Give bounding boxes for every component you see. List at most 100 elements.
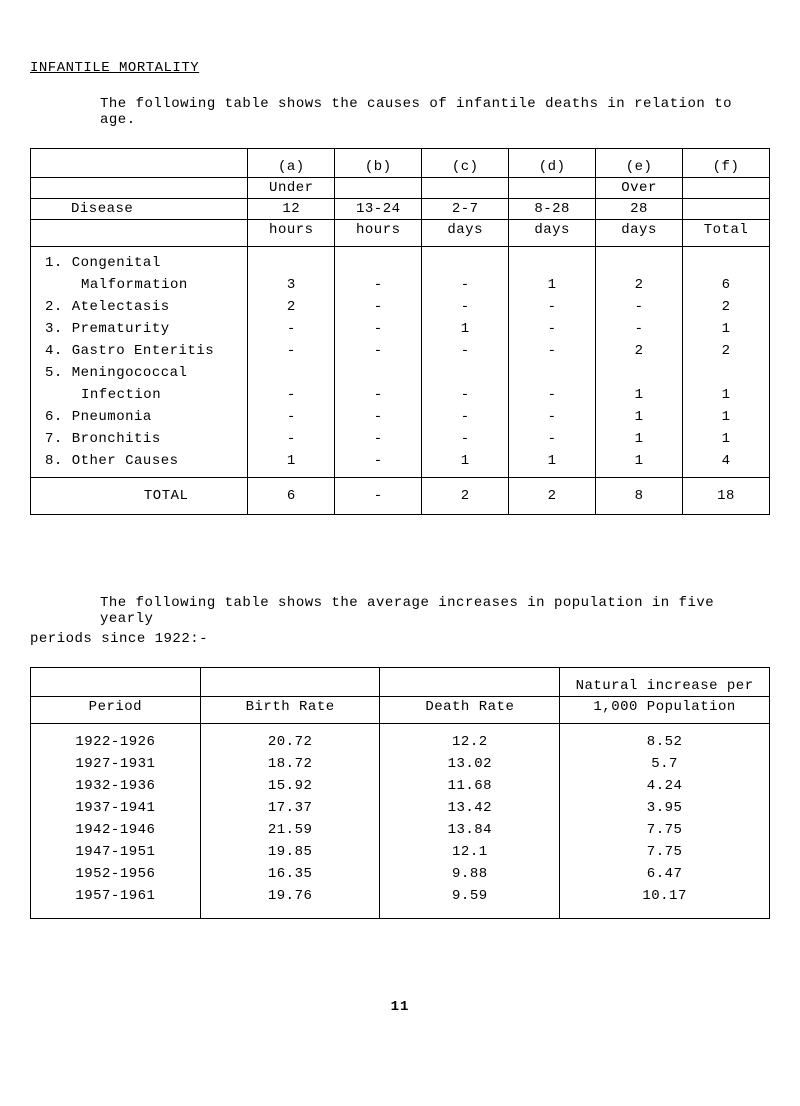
col-d-header-1: (d) (509, 149, 596, 178)
cell-value: 21.59 (200, 819, 380, 841)
intro-paragraph-2-line2: periods since 1922:- (30, 631, 770, 647)
cell-value (248, 362, 335, 384)
cell-value: 4 (683, 450, 770, 478)
cell-value: 1952-1956 (31, 863, 201, 885)
col-d-header-2 (509, 178, 596, 199)
total-b: - (335, 478, 422, 515)
cell-value: - (335, 406, 422, 428)
cell-value: 1927-1931 (31, 753, 201, 775)
disease-label: 4. Gastro Enteritis (31, 340, 248, 362)
cell-value (683, 362, 770, 384)
cell-value: 1 (683, 384, 770, 406)
col-e-header-3: 28 (596, 199, 683, 220)
document-page: INFANTILE MORTALITY The following table … (0, 0, 800, 1055)
cell-value: 4.24 (560, 775, 770, 797)
section-title: INFANTILE MORTALITY (30, 60, 770, 76)
cell-value: 5.7 (560, 753, 770, 775)
cell-value: 3 (248, 274, 335, 296)
cell-value: 1947-1951 (31, 841, 201, 863)
disease-label: 3. Prematurity (31, 318, 248, 340)
cell-value: - (422, 406, 509, 428)
col-f-header-4: Total (683, 220, 770, 247)
cell-value: 1 (683, 406, 770, 428)
cell-value: 2 (248, 296, 335, 318)
cell-value: 12.2 (380, 724, 560, 754)
col-b-header-3: 13-24 (335, 199, 422, 220)
cell-value: 19.85 (200, 841, 380, 863)
col-a-header-4: hours (248, 220, 335, 247)
cell-value: - (422, 340, 509, 362)
cell-value: 1922-1926 (31, 724, 201, 754)
cell-value: 7.75 (560, 819, 770, 841)
col-f-header-2 (683, 178, 770, 199)
population-table-head: Natural increase per Period Birth Rate D… (31, 668, 770, 724)
cell-value: 1942-1946 (31, 819, 201, 841)
cell-value (335, 362, 422, 384)
cell-value: - (248, 318, 335, 340)
disease-label: 2. Atelectasis (31, 296, 248, 318)
table-row: Infection----11 (31, 384, 770, 406)
cell-value (422, 247, 509, 275)
cell-value (596, 247, 683, 275)
col-b-header-4: hours (335, 220, 422, 247)
cell-value (596, 362, 683, 384)
cell-value: 1937-1941 (31, 797, 201, 819)
intro-paragraph-2-line1: The following table shows the average in… (100, 595, 770, 627)
col-a-header-2: Under (248, 178, 335, 199)
total-f: 18 (683, 478, 770, 515)
table-row: 1937-194117.3713.423.95 (31, 797, 770, 819)
cell-value: 13.84 (380, 819, 560, 841)
cell-value: 1957-1961 (31, 885, 201, 919)
table-row: 4. Gastro Enteritis----22 (31, 340, 770, 362)
cell-value: 8.52 (560, 724, 770, 754)
cell-value (683, 247, 770, 275)
cell-value: 9.59 (380, 885, 560, 919)
col-c-header-1: (c) (422, 149, 509, 178)
cell-value: - (509, 340, 596, 362)
cell-value: - (422, 384, 509, 406)
table-row: 1957-196119.769.5910.17 (31, 885, 770, 919)
disease-header: Disease (31, 199, 248, 220)
period-header: Period (31, 697, 201, 724)
cell-value: - (509, 296, 596, 318)
cell-value: 1 (422, 450, 509, 478)
table-row: Malformation3--126 (31, 274, 770, 296)
table-row: 1. Congenital (31, 247, 770, 275)
cell-value (509, 362, 596, 384)
cell-value (509, 247, 596, 275)
cell-value: - (335, 296, 422, 318)
cell-value: 1 (509, 274, 596, 296)
cell-value: - (248, 340, 335, 362)
cell-value: 1 (683, 318, 770, 340)
cell-value: 1 (596, 384, 683, 406)
total-c: 2 (422, 478, 509, 515)
cell-value (335, 247, 422, 275)
cell-value: - (335, 318, 422, 340)
disease-label: Malformation (31, 274, 248, 296)
natural-header-1: Natural increase per (560, 668, 770, 697)
table-row: 2. Atelectasis2----2 (31, 296, 770, 318)
table-row: 6. Pneumonia----11 (31, 406, 770, 428)
cell-value: - (335, 450, 422, 478)
cell-value: 6 (683, 274, 770, 296)
cell-value: 2 (596, 274, 683, 296)
col-a-header-1: (a) (248, 149, 335, 178)
col-b-header-2 (335, 178, 422, 199)
total-label: TOTAL (31, 478, 248, 515)
cell-value: 13.42 (380, 797, 560, 819)
natural-header-2: 1,000 Population (560, 697, 770, 724)
table-row: 7. Bronchitis----11 (31, 428, 770, 450)
cell-value: 1 (596, 428, 683, 450)
cell-value: 2 (596, 340, 683, 362)
table-row: 1932-193615.9211.684.24 (31, 775, 770, 797)
col-c-header-4: days (422, 220, 509, 247)
death-header: Death Rate (380, 697, 560, 724)
cell-value: - (509, 384, 596, 406)
cell-value: 1932-1936 (31, 775, 201, 797)
cell-value: 1 (509, 450, 596, 478)
disease-label: 8. Other Causes (31, 450, 248, 478)
table-row: 1942-194621.5913.847.75 (31, 819, 770, 841)
cell-value: 1 (248, 450, 335, 478)
cell-value: 2 (683, 296, 770, 318)
table-row: 1927-193118.7213.025.7 (31, 753, 770, 775)
